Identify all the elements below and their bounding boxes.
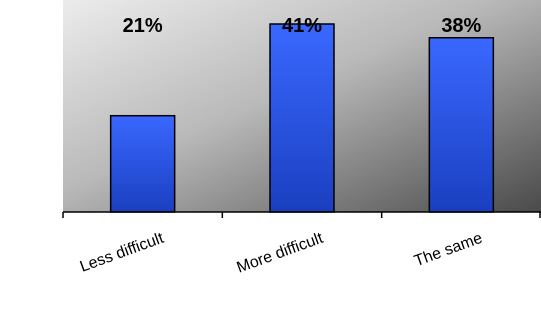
x-tick-label: The same [412, 230, 485, 270]
value-label: 38% [441, 15, 481, 37]
value-label: 21% [123, 15, 163, 37]
bar-less-difficult [109, 114, 176, 213]
bars-group [109, 23, 495, 213]
x-axis [62, 211, 541, 218]
x-tick-label: More difficult [235, 230, 326, 277]
x-tick-labels-group: Less difficult More difficult The same [78, 230, 485, 277]
bar-the-same [428, 37, 495, 213]
value-label: 41% [282, 15, 322, 37]
value-labels-group: 21% 41% 38% [123, 15, 482, 37]
x-tick-label: Less difficult [78, 230, 167, 276]
bar-more-difficult [269, 23, 335, 213]
